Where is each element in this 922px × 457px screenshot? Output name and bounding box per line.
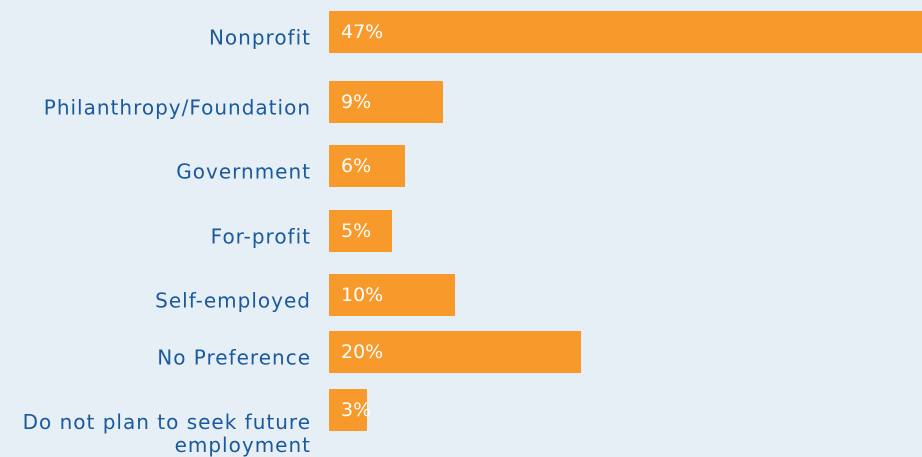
value-label: 3% [341,399,372,421]
category-label: No Preference [157,345,311,370]
bar [329,389,367,431]
category-label: Philanthropy/Foundation [43,95,311,120]
value-label: 9% [341,91,372,113]
bar [329,331,582,373]
category-label: Nonprofit [208,25,311,50]
bar [329,210,393,252]
value-label: 47% [341,21,384,43]
value-label: 20% [341,341,384,363]
bar [329,145,405,187]
value-label: 6% [341,155,372,177]
value-label: 5% [341,220,372,242]
bar [329,274,456,316]
category-label: Self-employed [155,288,311,313]
bar [329,81,443,123]
category-label: Do not plan to seek future employment [22,410,311,457]
value-label: 10% [341,284,384,306]
category-label: Government [176,159,311,184]
category-label: For-profit [210,224,311,249]
bar [329,11,922,53]
